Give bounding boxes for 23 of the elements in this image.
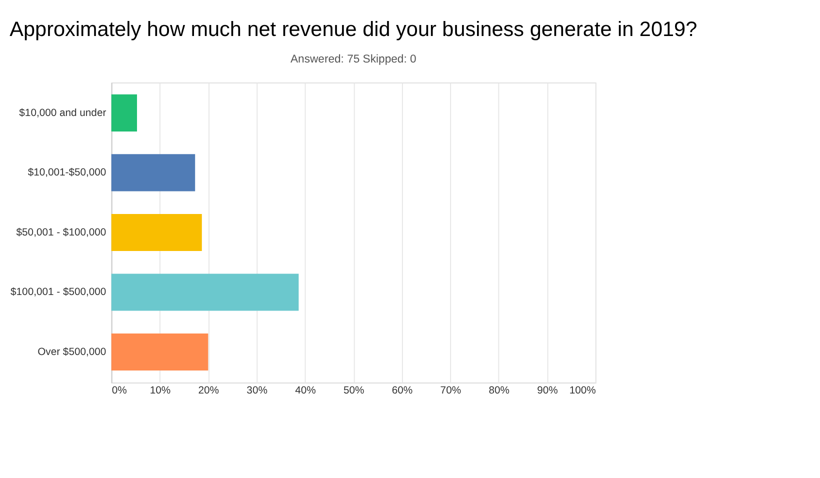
y-tick-label: $50,001 - $100,000: [16, 227, 106, 238]
bar: [111, 154, 196, 192]
chart-title: Approximately how much net revenue did your business generate in 2019?: [10, 18, 698, 42]
x-tick-label: 100%: [569, 385, 596, 396]
x-tick-label: 10%: [150, 385, 171, 396]
y-tick-label: $10,000 and under: [19, 108, 107, 119]
x-tick-label: 60%: [392, 385, 413, 396]
x-tick-label: 90%: [537, 385, 558, 396]
y-tick-label: Over $500,000: [38, 346, 106, 358]
x-tick-label: 70%: [440, 385, 462, 396]
bar: [111, 333, 208, 371]
chart-subtitle: Answered: 75 Skipped: 0: [290, 54, 416, 66]
bar: [111, 274, 299, 311]
y-tick-label: $10,001-$50,000: [28, 168, 106, 179]
x-tick-label: 0%: [112, 385, 127, 396]
y-tick-label: $100,001 - $500,000: [10, 287, 106, 298]
x-tick-label: 80%: [488, 385, 510, 396]
x-tick-label: 40%: [295, 385, 316, 396]
x-tick-label: 30%: [246, 385, 268, 396]
bar: [111, 94, 137, 132]
x-tick-label: 20%: [198, 385, 219, 396]
x-tick-label: 50%: [343, 385, 364, 396]
bar: [111, 214, 202, 252]
